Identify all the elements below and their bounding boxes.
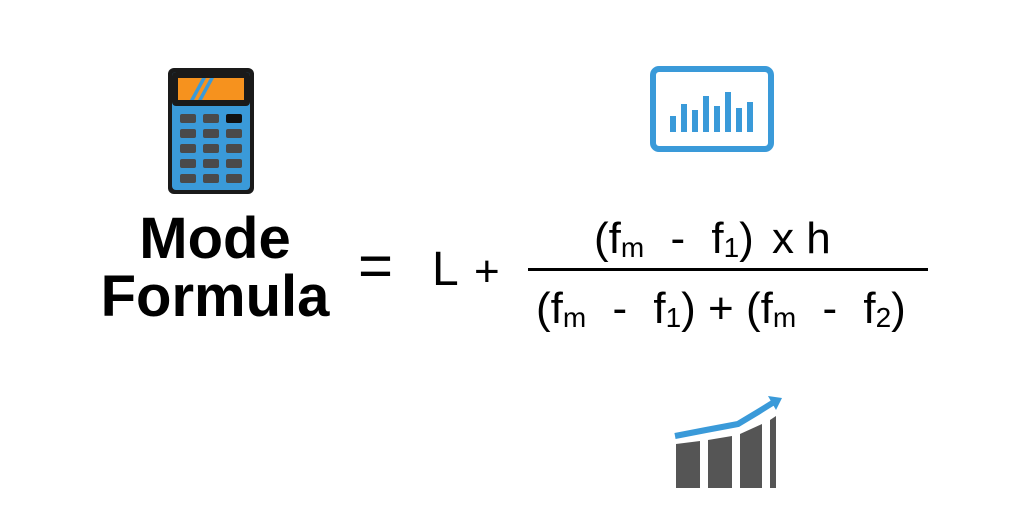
title-line-2: Formula [100,264,330,329]
den-close-2: ) [891,284,906,333]
den-plus: + [708,284,734,333]
den-f1: f [653,284,666,333]
den-f2: f [863,284,876,333]
den-open-fm-2: (f [745,284,773,333]
num-h: h [806,214,831,263]
den-f2-subscript: 2 [875,302,892,333]
fraction-numerator: (fm - f1) x h [594,214,831,273]
bar-chart-monitor-icon [650,66,774,152]
den-f1-subscript: 1 [665,302,682,333]
page-title: Mode Formula [60,210,370,326]
num-open-fm: (f [594,214,621,263]
num-times: x [772,214,795,263]
den-fm-subscript-1: m [562,302,587,333]
num-fm-subscript: m [620,232,645,263]
den-close-1: ) [681,284,696,333]
growth-chart-icon [674,396,782,488]
den-minus-1: - [612,284,628,333]
num-minus: - [670,214,686,263]
den-fm-subscript-2: m [772,302,797,333]
term-lower-limit: L [432,243,459,296]
num-close: ) [739,214,754,263]
fraction-bar [528,268,928,271]
den-minus-2: - [822,284,838,333]
fraction-denominator: (fm - f1) + (fm - f2) [536,284,906,343]
title-line-1: Mode [139,206,291,271]
num-f1-subscript: 1 [723,232,740,263]
equals-sign: = [358,232,394,299]
num-f1: f [711,214,724,263]
den-open-fm-1: (f [536,284,563,333]
calculator-icon [168,68,254,194]
plus-sign: + [474,247,500,296]
